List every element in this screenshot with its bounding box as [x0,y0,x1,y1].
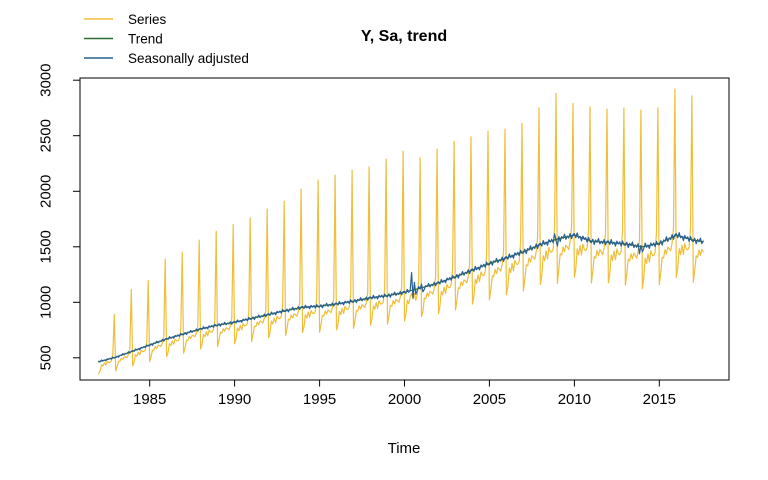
legend-item-seasonally-adjusted: Seasonally adjusted [84,51,249,66]
y-tick-label: 2000 [37,175,54,208]
series-lines [98,88,704,375]
legend-label-seasonally-adjusted: Seasonally adjusted [128,51,249,66]
x-tick-label: 2000 [388,391,421,408]
x-tick-label: 2005 [473,391,506,408]
legend: Series Trend Seasonally adjusted [84,12,249,66]
trend-line [98,234,704,363]
plot-border [79,77,730,381]
x-tick-label: 1985 [133,391,166,408]
y-tick-label: 1500 [37,230,54,263]
x-tick-label: 1995 [303,391,336,408]
x-axis-label: Time [388,440,421,457]
series-line [98,88,704,375]
legend-label-trend: Trend [128,32,163,47]
y-tick-label: 3000 [37,64,54,97]
x-tick-label: 2010 [558,391,591,408]
y-tick-label: 2500 [37,119,54,152]
x-tick-label: 2015 [643,391,676,408]
legend-label-series: Series [128,12,167,27]
legend-item-trend: Trend [84,32,163,47]
y-axis: 500 1000 1500 2000 2500 3000 [37,64,80,370]
y-tick-label: 500 [37,345,54,370]
x-tick-label: 1990 [218,391,251,408]
x-axis: 1985 1990 1995 2000 2005 2010 2015 [133,380,676,408]
seasonally-adjusted-line [98,232,704,363]
y-tick-label: 1000 [37,286,54,319]
legend-item-series: Series [84,12,167,27]
chart-title: Y, Sa, trend [361,28,447,45]
